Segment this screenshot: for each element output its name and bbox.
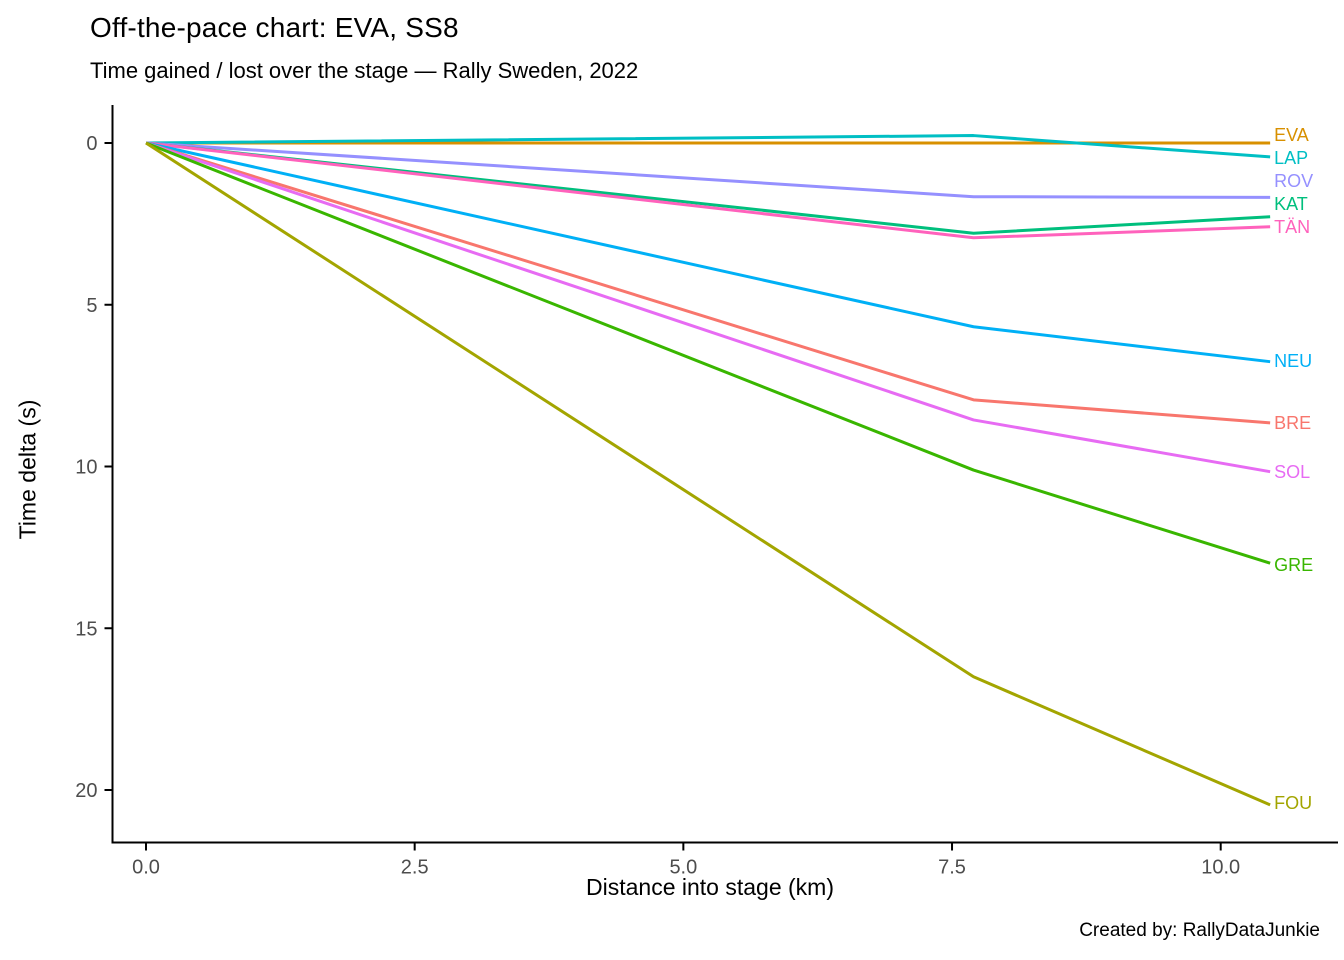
x-tick-label: 0.0 xyxy=(132,857,160,879)
series-line-ROV xyxy=(145,141,1271,199)
series-label-ROV: ROV xyxy=(1274,171,1313,191)
y-tick-label: 20 xyxy=(75,780,97,802)
series-label-NEU: NEU xyxy=(1274,351,1312,371)
series-label-LAP: LAP xyxy=(1274,148,1308,168)
series-line-KAT xyxy=(145,141,1271,235)
y-axis-title: Time delta (s) xyxy=(14,399,41,540)
series-label-SOL: SOL xyxy=(1274,462,1310,482)
series-label-BRE: BRE xyxy=(1274,413,1311,433)
series-label-KAT: KAT xyxy=(1274,194,1308,214)
x-tick-label: 7.5 xyxy=(938,857,966,879)
chart-title: Off-the-pace chart: EVA, SS8 xyxy=(90,12,459,43)
y-tick-label: 15 xyxy=(75,618,97,640)
series-line-BRE xyxy=(145,141,1271,425)
series-line-NEU xyxy=(145,141,1271,364)
series-label-EVA: EVA xyxy=(1274,125,1309,145)
series-line-LAP xyxy=(145,134,1271,159)
y-tick-label: 10 xyxy=(75,457,97,479)
series-line-TÄN xyxy=(145,141,1271,240)
series-label-TÄN: TÄN xyxy=(1274,217,1310,237)
series-line-GRE xyxy=(145,141,1271,565)
y-tick-label: 5 xyxy=(86,295,97,317)
series-label-FOU: FOU xyxy=(1274,793,1312,813)
series-line-FOU xyxy=(145,141,1271,807)
x-tick-label: 2.5 xyxy=(401,857,429,879)
chart-subtitle: Time gained / lost over the stage — Rall… xyxy=(90,58,639,83)
x-axis-title: Distance into stage (km) xyxy=(586,874,834,900)
y-tick-label: 0 xyxy=(86,133,97,155)
series-line-SOL xyxy=(145,141,1271,474)
series-label-GRE: GRE xyxy=(1274,555,1313,575)
x-tick-label: 5.0 xyxy=(669,857,697,879)
x-tick-label: 10.0 xyxy=(1201,857,1240,879)
caption-credit: Created by: RallyDataJunkie xyxy=(1079,920,1320,941)
